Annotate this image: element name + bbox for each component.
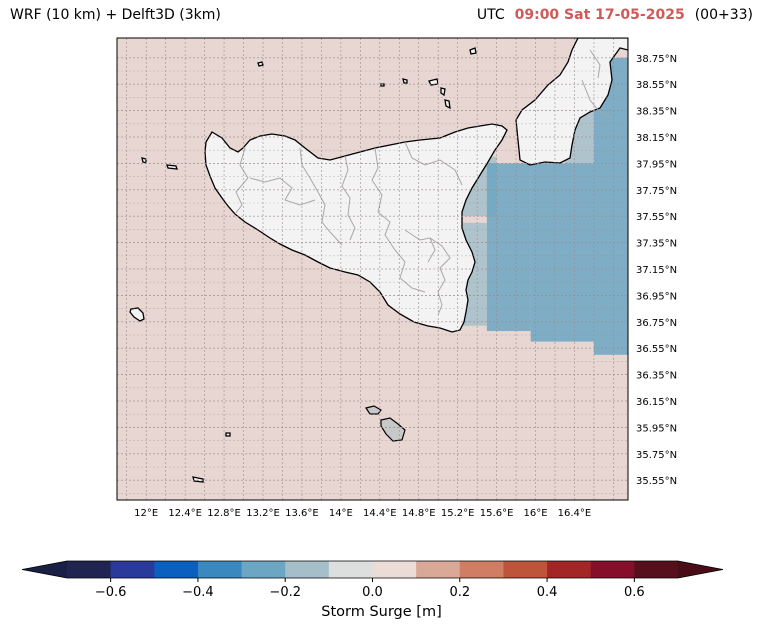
latitude-tick-label: 36.55°N: [636, 344, 677, 355]
longitude-tick-label: 15.2°E: [441, 508, 475, 519]
colorbar-bin: [285, 561, 330, 578]
small-island: [444, 99, 451, 110]
latitude-tick-label: 35.95°N: [636, 423, 677, 434]
latitude-tick-label: 38.35°N: [636, 107, 677, 118]
figure-title-right: UTC 09:00 Sat 17-05-2025 (00+33): [477, 7, 753, 23]
longitude-tick-label: 13.2°E: [246, 508, 280, 519]
colorbar-tick-label: −0.2: [269, 585, 301, 600]
colorbar-bin: [503, 561, 548, 578]
map-gridlines: [117, 38, 628, 500]
colorbar-extend-max: [678, 561, 723, 578]
colorbar-bin: [110, 561, 155, 578]
longitude-tick-label: 13.6°E: [285, 508, 319, 519]
colorbar-bin: [241, 561, 286, 578]
map-frame: [116, 37, 629, 501]
longitude-tick-label: 16.4°E: [558, 508, 592, 519]
small-island: [192, 476, 204, 483]
longitude-tick-label: 14.4°E: [363, 508, 397, 519]
colorbar-outline: [21, 560, 724, 579]
longitude-tick-label: 12°E: [134, 508, 158, 519]
colorbar-bin: [372, 561, 417, 578]
latitude-tick-label: 37.15°N: [636, 265, 677, 276]
colorbar-bin: [459, 561, 504, 578]
colorbar-extend-min: [22, 561, 67, 578]
latitude-tick-label: 38.55°N: [636, 80, 677, 91]
small-island: [225, 432, 231, 437]
surge-patch: [486, 163, 531, 332]
colorbar-bin: [67, 561, 112, 578]
colorbar-bin: [328, 561, 373, 578]
latitude-tick-label: 36.15°N: [636, 397, 677, 408]
small-island: [141, 157, 147, 164]
latitude-tick-label: 36.35°N: [636, 371, 677, 382]
longitude-labels: 12°E 12.4°E 12.8°E 13.2°E 13.6°E 14°E 14.4°E 14…: [134, 508, 591, 519]
latitude-tick-label: 36.75°N: [636, 318, 677, 329]
colorbar-tick-label: −0.6: [95, 585, 127, 600]
colorbar-tick-label: 0.6: [624, 585, 645, 600]
latitude-tick-label: 38.75°N: [636, 54, 677, 65]
small-island: [469, 47, 477, 55]
sicily-landmass: [204, 123, 508, 333]
longitude-tick-label: 12.8°E: [207, 508, 241, 519]
figure-title-left: WRF (10 km) + Delft3D (3km): [10, 7, 221, 23]
colorbar-tick-label: −0.4: [182, 585, 214, 600]
province-borders: [234, 49, 613, 316]
latitude-tick-label: 35.55°N: [636, 476, 677, 487]
latitude-labels: 38.75°N 38.55°N 38.35°N 38.15°N 37.95°N 37.75…: [636, 54, 677, 487]
timezone-label: UTC: [476, 7, 505, 23]
small-island: [166, 164, 178, 170]
colorbar-tick-label: 0.0: [362, 585, 383, 600]
colorbar-bin: [634, 561, 679, 578]
colorbar-bin: [197, 561, 243, 578]
latitude-tick-label: 37.75°N: [636, 186, 677, 197]
colorbar-tick-label: 0.2: [449, 585, 470, 600]
latitude-tick-label: 37.95°N: [636, 159, 677, 170]
latitude-tick-label: 38.15°N: [636, 133, 677, 144]
colorbar: −0.6 −0.4 −0.2 0.0 0.2 0.4 0.6: [21, 560, 724, 600]
small-island: [440, 87, 446, 97]
colorbar-label: Storm Surge [m]: [321, 604, 442, 620]
calabria-landmass: [515, 38, 628, 166]
longitude-tick-label: 16°E: [524, 508, 548, 519]
longitude-tick-label: 14.8°E: [402, 508, 436, 519]
valid-time-label: 09:00 Sat 17-05-2025: [514, 7, 685, 23]
longitude-tick-label: 14°E: [329, 508, 353, 519]
surge-patch: [530, 163, 594, 342]
colorbar-bin: [416, 561, 461, 578]
latitude-tick-label: 37.35°N: [636, 239, 677, 250]
small-island: [402, 78, 408, 84]
small-island: [257, 61, 264, 67]
latitude-tick-label: 36.95°N: [636, 291, 677, 302]
colorbar-bin: [547, 561, 592, 578]
latitude-tick-label: 37.55°N: [636, 212, 677, 223]
forecast-step-label: (00+33): [694, 7, 753, 23]
longitude-tick-label: 15.6°E: [480, 508, 514, 519]
colorbar-tick-label: 0.4: [537, 585, 558, 600]
colorbar-bin: [154, 561, 199, 578]
latitude-tick-label: 35.75°N: [636, 450, 677, 461]
longitude-tick-label: 12.4°E: [168, 508, 202, 519]
colorbar-bin: [590, 561, 635, 578]
